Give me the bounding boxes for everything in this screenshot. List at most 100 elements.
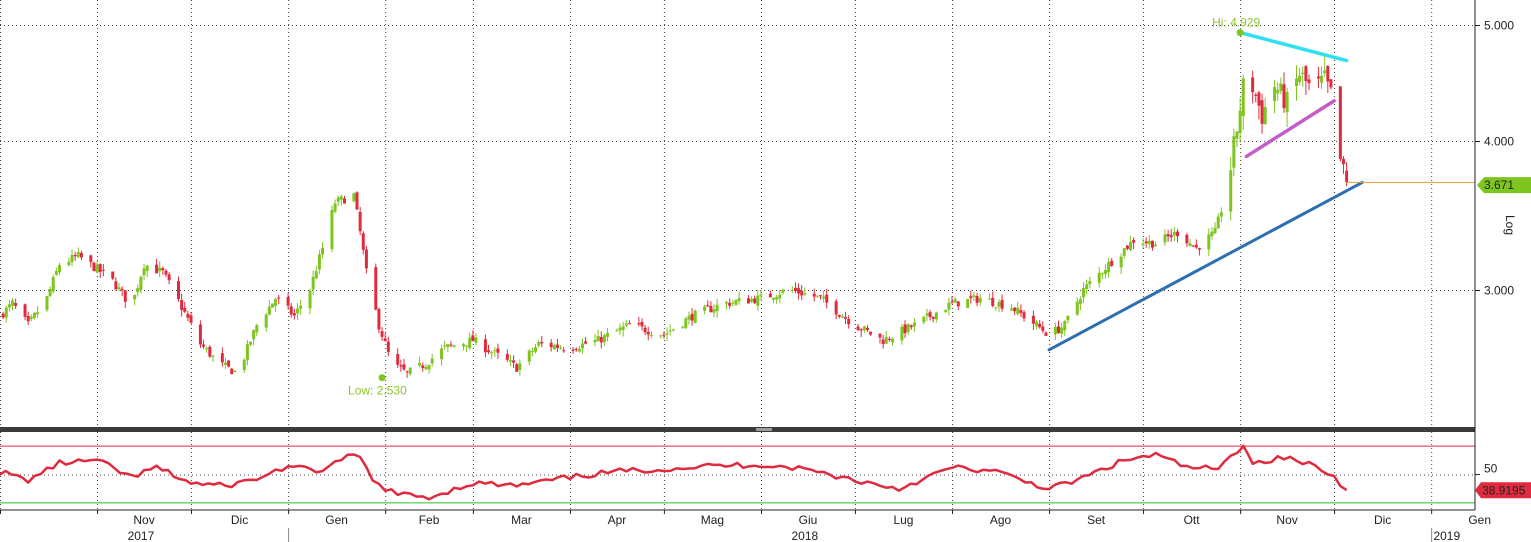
candle bbox=[1169, 229, 1173, 242]
candle bbox=[928, 309, 932, 321]
candle bbox=[862, 325, 866, 334]
candle bbox=[342, 195, 346, 204]
candle-body bbox=[966, 298, 970, 308]
candle-body bbox=[844, 316, 848, 319]
candle bbox=[167, 272, 171, 285]
separator-grip[interactable] bbox=[756, 428, 772, 431]
candle-body bbox=[1301, 72, 1305, 74]
candle-body bbox=[1163, 234, 1167, 243]
candle-body bbox=[383, 338, 387, 342]
candle-body bbox=[1154, 244, 1158, 247]
candle bbox=[549, 339, 553, 352]
candle bbox=[1216, 213, 1220, 229]
candle-body bbox=[1110, 260, 1114, 266]
candle-body bbox=[944, 310, 948, 313]
month-label: Nov bbox=[1276, 513, 1297, 527]
candle bbox=[1263, 97, 1267, 125]
candle-body bbox=[624, 323, 628, 326]
candle bbox=[26, 311, 30, 326]
candle-body bbox=[1060, 327, 1064, 334]
candle-body bbox=[73, 254, 77, 257]
candle bbox=[596, 329, 600, 342]
candle-body bbox=[1041, 326, 1045, 331]
panel-separator[interactable] bbox=[0, 427, 1475, 432]
candle bbox=[834, 298, 838, 320]
candle bbox=[299, 299, 303, 316]
candle-body bbox=[596, 335, 600, 342]
candle bbox=[227, 360, 231, 368]
candle bbox=[92, 261, 96, 272]
candle bbox=[947, 297, 951, 316]
candle-body bbox=[14, 303, 18, 306]
candle bbox=[1307, 74, 1311, 91]
candle-body bbox=[540, 341, 544, 344]
candle-body bbox=[756, 295, 760, 306]
candle-body bbox=[555, 344, 559, 348]
candle-body bbox=[117, 287, 121, 290]
candle-series bbox=[1, 56, 1349, 378]
candle-body bbox=[753, 298, 757, 304]
candle-body bbox=[223, 362, 227, 365]
candle-body bbox=[1263, 106, 1267, 125]
candle bbox=[1010, 304, 1014, 311]
candle-body bbox=[7, 304, 11, 308]
candle-body bbox=[1197, 248, 1201, 250]
candle-body bbox=[994, 307, 998, 309]
candle bbox=[775, 294, 779, 304]
candle-body bbox=[358, 211, 362, 232]
candle-body bbox=[461, 344, 465, 347]
candle-body bbox=[189, 315, 193, 323]
low-marker bbox=[378, 374, 386, 382]
candle bbox=[136, 284, 140, 297]
candle-body bbox=[859, 329, 863, 331]
candle-body bbox=[267, 306, 271, 315]
candle-body bbox=[364, 249, 368, 269]
candle bbox=[518, 359, 522, 376]
candle bbox=[270, 303, 274, 308]
month-label: Dic bbox=[1374, 513, 1391, 527]
candle-body bbox=[205, 348, 209, 350]
candle bbox=[790, 286, 794, 293]
candle-body bbox=[709, 305, 713, 313]
candle bbox=[352, 192, 356, 203]
candle-body bbox=[621, 326, 625, 331]
candle bbox=[1326, 65, 1330, 93]
candle bbox=[274, 297, 278, 312]
candle bbox=[252, 329, 256, 346]
candle bbox=[155, 258, 159, 274]
candle-body bbox=[781, 289, 785, 293]
candle-body bbox=[1232, 136, 1236, 168]
candle-body bbox=[693, 310, 697, 324]
candle bbox=[793, 282, 797, 294]
candle bbox=[1276, 82, 1280, 101]
candle-body bbox=[768, 293, 772, 298]
candle-body bbox=[443, 345, 447, 347]
candle bbox=[1016, 301, 1020, 316]
candle bbox=[333, 199, 337, 214]
candle-body bbox=[361, 233, 365, 250]
candle-body bbox=[1279, 83, 1283, 91]
candle bbox=[286, 292, 290, 310]
candle bbox=[117, 282, 121, 291]
candle bbox=[593, 334, 597, 347]
candle-body bbox=[1175, 231, 1179, 237]
candle-body bbox=[750, 299, 754, 302]
candle bbox=[317, 250, 321, 275]
candle-body bbox=[840, 316, 844, 318]
candle bbox=[1129, 235, 1133, 252]
year-label: 2017 bbox=[128, 529, 155, 542]
candle-body bbox=[1066, 315, 1070, 321]
candle-body bbox=[474, 337, 478, 343]
candle-body bbox=[687, 315, 691, 320]
candle bbox=[142, 263, 146, 281]
candle-body bbox=[912, 322, 916, 327]
candle-body bbox=[424, 366, 428, 370]
candle bbox=[1323, 56, 1327, 77]
candle-body bbox=[552, 345, 556, 350]
candle bbox=[321, 242, 325, 259]
candle bbox=[1144, 237, 1148, 248]
candle-body bbox=[671, 329, 675, 331]
candle-body bbox=[1132, 239, 1136, 243]
candle bbox=[95, 260, 99, 274]
